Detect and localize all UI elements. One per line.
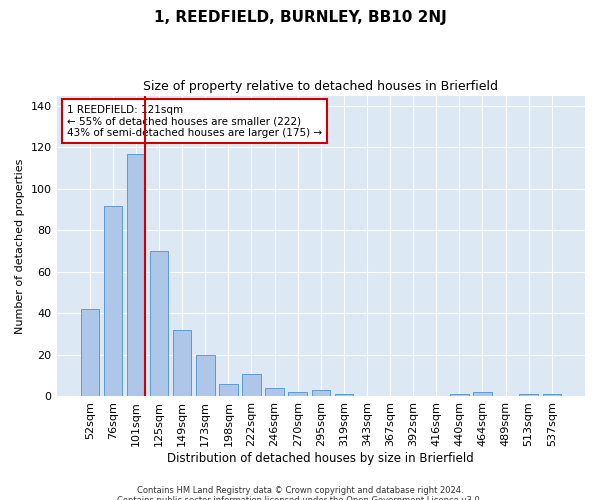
Bar xyxy=(265,388,284,396)
Bar xyxy=(196,355,215,397)
Text: Contains public sector information licensed under the Open Government Licence v3: Contains public sector information licen… xyxy=(118,496,482,500)
X-axis label: Distribution of detached houses by size in Brierfield: Distribution of detached houses by size … xyxy=(167,452,474,465)
Text: 1, REEDFIELD, BURNLEY, BB10 2NJ: 1, REEDFIELD, BURNLEY, BB10 2NJ xyxy=(154,10,446,25)
Y-axis label: Number of detached properties: Number of detached properties xyxy=(15,158,25,334)
Bar xyxy=(173,330,191,396)
Bar xyxy=(450,394,469,396)
Bar xyxy=(150,251,169,396)
Bar xyxy=(311,390,330,396)
Bar xyxy=(219,384,238,396)
Text: Contains HM Land Registry data © Crown copyright and database right 2024.: Contains HM Land Registry data © Crown c… xyxy=(137,486,463,495)
Bar xyxy=(335,394,353,396)
Bar xyxy=(104,206,122,396)
Bar xyxy=(520,394,538,396)
Bar xyxy=(473,392,491,396)
Bar xyxy=(242,374,261,396)
Bar xyxy=(127,154,145,396)
Bar xyxy=(289,392,307,396)
Bar xyxy=(542,394,561,396)
Title: Size of property relative to detached houses in Brierfield: Size of property relative to detached ho… xyxy=(143,80,498,93)
Text: 1 REEDFIELD: 121sqm
← 55% of detached houses are smaller (222)
43% of semi-detac: 1 REEDFIELD: 121sqm ← 55% of detached ho… xyxy=(67,104,322,138)
Bar xyxy=(80,310,99,396)
